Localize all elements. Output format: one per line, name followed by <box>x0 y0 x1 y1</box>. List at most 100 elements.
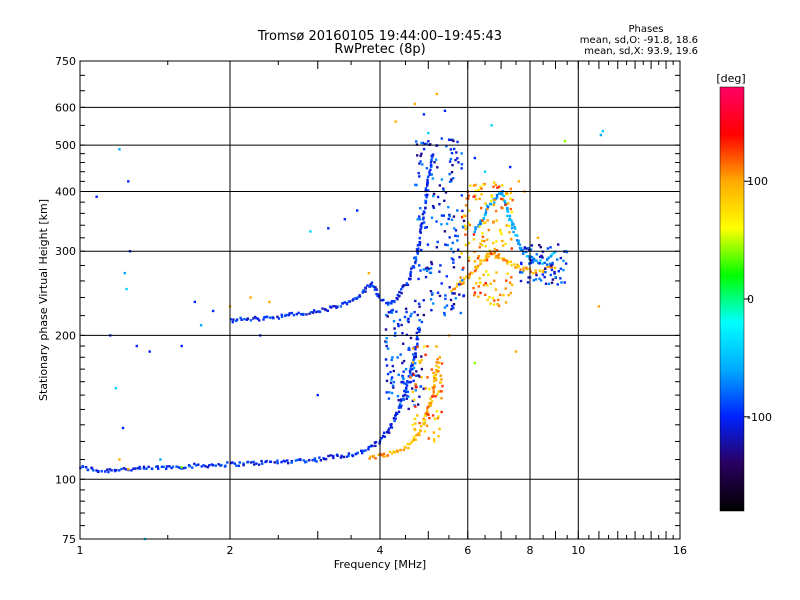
trace-point <box>382 431 386 434</box>
trace-point <box>360 451 364 455</box>
trace-point <box>499 191 502 194</box>
trace-point <box>132 467 135 470</box>
cluster-point <box>546 247 550 250</box>
trace-point <box>552 251 556 255</box>
trace-point <box>339 305 343 308</box>
cluster-point <box>411 423 414 427</box>
trace-point <box>371 444 374 448</box>
cluster-point <box>429 267 433 270</box>
cluster-point <box>449 298 453 302</box>
cluster-point <box>483 239 486 243</box>
trace-point <box>512 223 515 226</box>
trace-point <box>145 467 148 470</box>
cluster-point <box>385 340 388 344</box>
trace-point <box>380 436 383 440</box>
trace-point <box>317 310 320 313</box>
x-tick-label: 4 <box>377 544 384 557</box>
trace-point <box>282 459 285 463</box>
trace-point <box>211 464 215 467</box>
cluster-point <box>479 242 482 245</box>
cluster-point <box>493 247 496 251</box>
cluster-point <box>424 275 428 279</box>
scattered-point <box>249 296 252 299</box>
scattered-point <box>125 287 128 291</box>
cluster-point <box>549 264 553 267</box>
trace-point <box>305 460 308 463</box>
cluster-point <box>462 219 466 223</box>
trace-point <box>164 467 168 471</box>
cluster-point <box>520 262 523 266</box>
trace-point <box>239 316 242 320</box>
trace-point <box>276 459 279 462</box>
cluster-point <box>450 179 453 183</box>
trace-point <box>312 311 315 314</box>
trace-point <box>276 315 279 319</box>
cluster-point <box>438 294 442 298</box>
cluster-point <box>416 218 419 221</box>
trace-point <box>412 357 416 361</box>
cluster-point <box>416 414 419 417</box>
trace-point <box>396 450 399 453</box>
cluster-point <box>385 337 388 340</box>
trace-point <box>425 409 429 412</box>
trace-point <box>255 316 258 320</box>
trace-point <box>367 445 370 449</box>
scattered-point <box>597 305 601 308</box>
cluster-point <box>474 198 478 201</box>
cluster-point <box>392 386 395 389</box>
cluster-point <box>509 187 513 191</box>
trace-point <box>411 364 414 367</box>
scattered-point <box>199 324 203 327</box>
cluster-point <box>415 140 418 143</box>
cluster-point <box>559 256 563 260</box>
trace-point <box>468 275 471 278</box>
cluster-point <box>440 282 443 285</box>
cluster-point <box>438 184 442 187</box>
cluster-point <box>532 279 536 282</box>
trace-point <box>287 313 291 317</box>
cluster-point <box>499 230 502 234</box>
cluster-point <box>559 267 563 270</box>
trace-point <box>156 467 160 470</box>
y-tick-label: 750 <box>55 55 76 68</box>
cluster-point <box>480 193 483 196</box>
cluster-point <box>396 356 399 359</box>
cluster-point <box>419 160 422 163</box>
trace-point <box>387 427 391 430</box>
trace-point <box>97 470 100 473</box>
trace-point <box>105 468 109 471</box>
scattered-point <box>599 133 603 137</box>
trace-point <box>421 212 425 216</box>
trace-point <box>416 252 419 255</box>
trace-point <box>514 227 517 230</box>
trace-point <box>393 450 397 454</box>
cluster-point <box>557 270 560 273</box>
trace-point <box>295 312 298 316</box>
trace-point <box>437 366 441 369</box>
trace-point <box>428 170 431 174</box>
trace-point <box>285 313 288 317</box>
trace-point <box>280 313 283 317</box>
cluster-point <box>422 387 425 391</box>
cluster-point <box>460 252 463 255</box>
x-tick-label: 2 <box>227 544 234 557</box>
cluster-point <box>560 281 563 284</box>
trace-point <box>412 359 415 362</box>
trace-point <box>375 288 378 291</box>
cluster-point <box>458 293 461 296</box>
trace-point <box>510 219 513 222</box>
trace-point <box>412 256 416 260</box>
trace-point <box>423 421 426 425</box>
cluster-point <box>564 262 568 265</box>
trace-point <box>390 423 393 426</box>
cluster-point <box>425 225 428 229</box>
scattered-point <box>367 271 371 275</box>
trace-point <box>240 318 243 321</box>
cluster-point <box>437 370 440 373</box>
trace-point <box>136 467 139 470</box>
trace-point <box>474 268 478 272</box>
cluster-point <box>407 395 410 398</box>
trace-point <box>84 465 88 469</box>
trace-point <box>429 161 433 164</box>
trace-point <box>414 438 418 441</box>
